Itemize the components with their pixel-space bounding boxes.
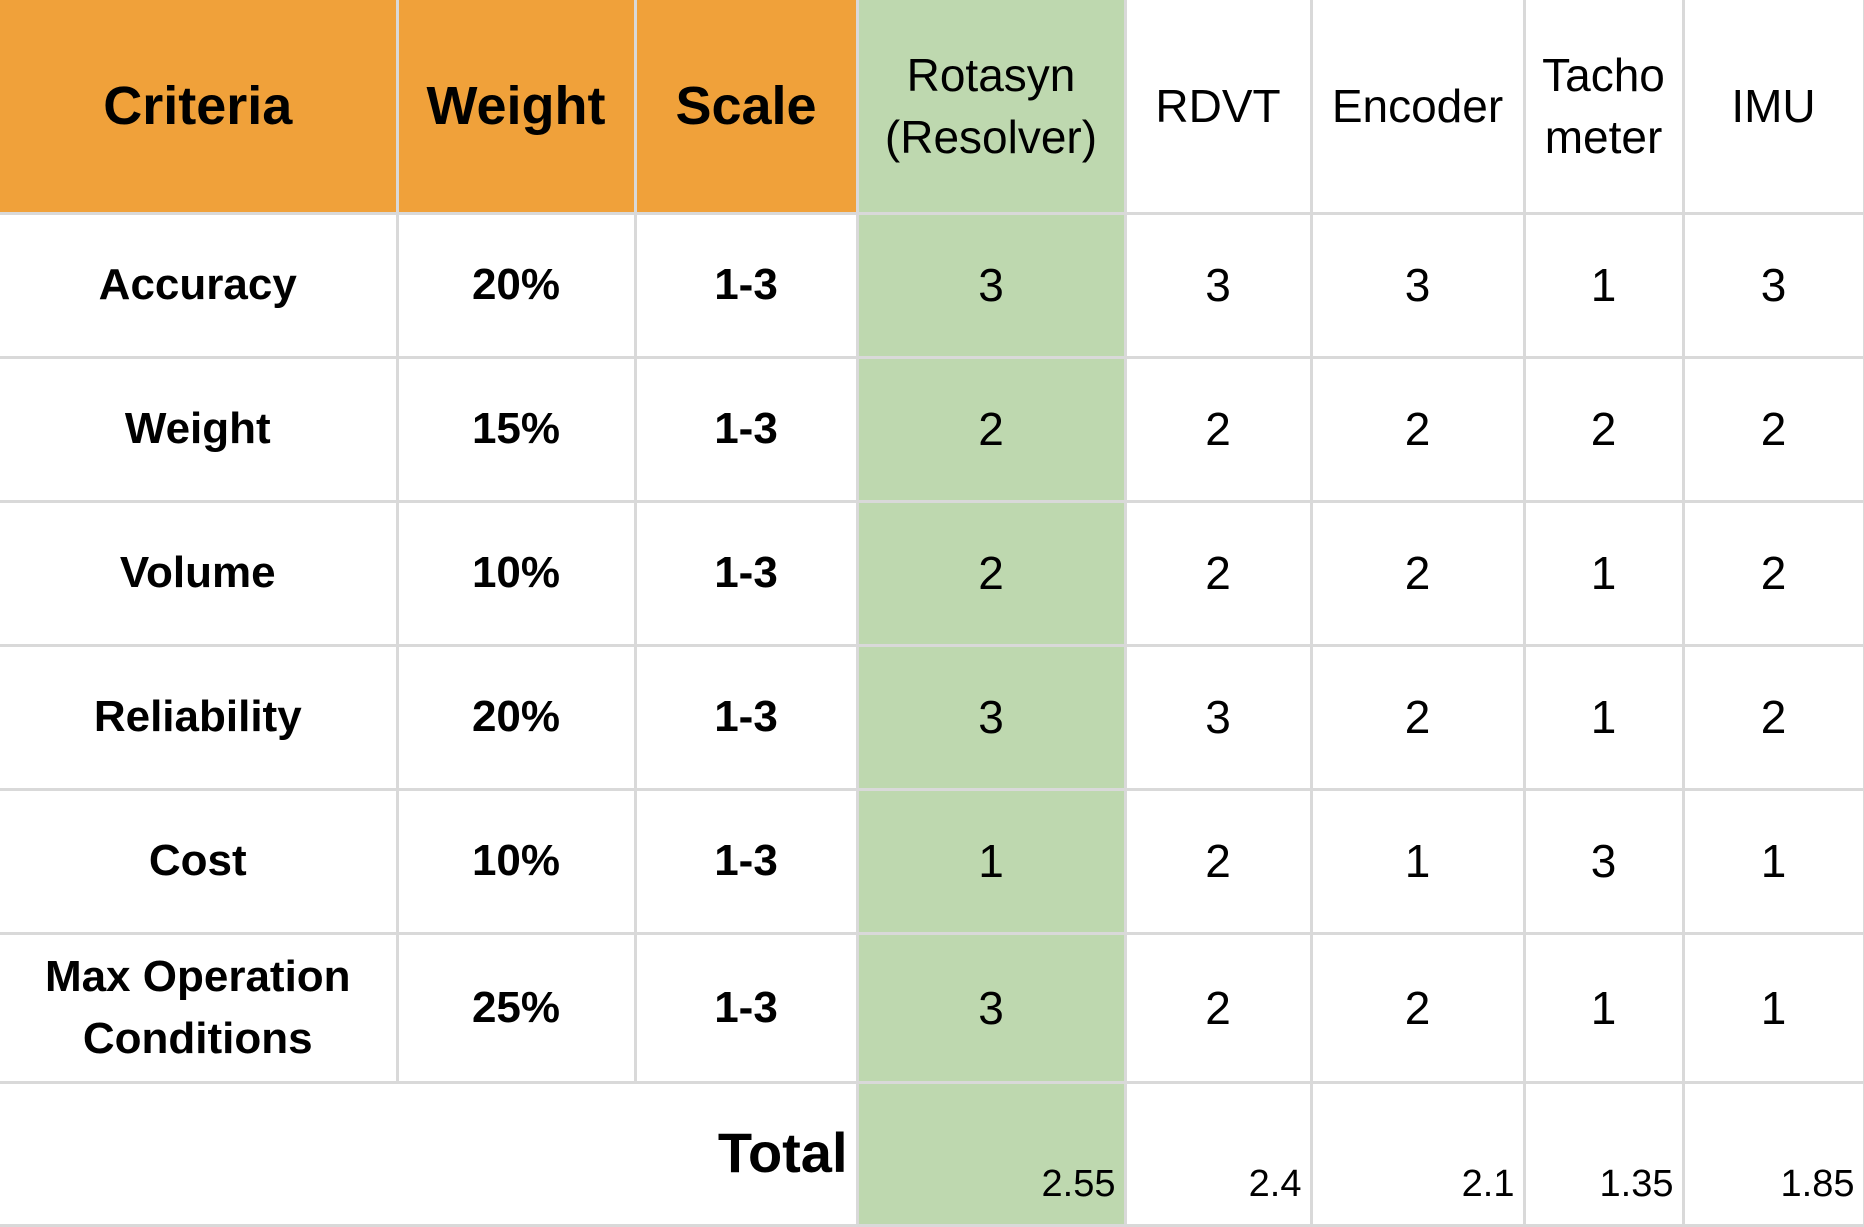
header-criteria[interactable]: Criteria: [0, 0, 399, 215]
weight-cell[interactable]: 25%: [395, 931, 637, 1084]
score-cell[interactable]: 1: [1309, 787, 1526, 935]
header-option-rdvt[interactable]: RDVT: [1123, 0, 1313, 215]
scale-cell[interactable]: 1-3: [633, 787, 859, 935]
total-row: Total 2.55 2.4 2.1 1.35 1.85: [0, 1080, 1864, 1227]
criteria-cell[interactable]: Accuracy: [0, 211, 399, 359]
header-option-line1: Encoder: [1331, 79, 1504, 132]
criteria-cell[interactable]: Reliability: [0, 643, 399, 791]
header-row: Criteria Weight Scale Rotasyn (Resolver)…: [0, 0, 1864, 215]
score-cell[interactable]: 2: [1681, 499, 1864, 647]
weight-cell[interactable]: 20%: [395, 211, 637, 359]
table-row: Weight 15% 1-3 2 2 2 2 2: [0, 355, 1864, 503]
table-row: Max Operation Conditions 25% 1-3 3 2 2 1 1: [0, 931, 1864, 1084]
score-cell[interactable]: 2: [1123, 499, 1313, 647]
table-row: Cost 10% 1-3 1 2 1 3 1: [0, 787, 1864, 935]
score-cell[interactable]: 3: [855, 211, 1127, 359]
criteria-label: Volume: [119, 548, 276, 597]
score-cell[interactable]: 3: [855, 931, 1127, 1084]
criteria-cell[interactable]: Weight: [0, 355, 399, 503]
score-cell[interactable]: 1: [855, 787, 1127, 935]
score-cell[interactable]: 3: [855, 643, 1127, 791]
header-option-line1: Rotasyn: [906, 48, 1076, 101]
score-cell[interactable]: 2: [1681, 643, 1864, 791]
total-label[interactable]: Total: [0, 1080, 859, 1227]
score-cell[interactable]: 1: [1522, 499, 1685, 647]
header-option-line1: RDVT: [1155, 79, 1281, 132]
header-option-line2: meter: [1544, 110, 1663, 163]
header-option-line1: Tacho: [1542, 48, 1665, 101]
scale-cell[interactable]: 1-3: [633, 355, 859, 503]
score-cell[interactable]: 3: [1309, 211, 1526, 359]
total-value-cell[interactable]: 2.55: [855, 1080, 1127, 1227]
score-cell[interactable]: 3: [1123, 211, 1313, 359]
table-row: Volume 10% 1-3 2 2 2 1 2: [0, 499, 1864, 647]
score-cell[interactable]: 2: [855, 499, 1127, 647]
header-option-rotasyn[interactable]: Rotasyn (Resolver): [855, 0, 1127, 215]
scale-cell[interactable]: 1-3: [633, 931, 859, 1084]
table-row: Reliability 20% 1-3 3 3 2 1 2: [0, 643, 1864, 791]
criteria-label: Weight: [124, 404, 271, 453]
scale-cell[interactable]: 1-3: [633, 499, 859, 647]
score-cell[interactable]: 3: [1123, 643, 1313, 791]
total-value-cell[interactable]: 2.1: [1309, 1080, 1526, 1227]
header-option-encoder[interactable]: Encoder: [1309, 0, 1526, 215]
header-option-imu[interactable]: IMU: [1681, 0, 1864, 215]
criteria-cell[interactable]: Volume: [0, 499, 399, 647]
header-option-line1: IMU: [1731, 79, 1816, 132]
header-scale[interactable]: Scale: [633, 0, 859, 215]
header-option-line2: (Resolver): [884, 110, 1098, 163]
score-cell[interactable]: 1: [1522, 211, 1685, 359]
weight-cell[interactable]: 20%: [395, 643, 637, 791]
score-cell[interactable]: 1: [1681, 931, 1864, 1084]
score-cell[interactable]: 3: [1681, 211, 1864, 359]
score-cell[interactable]: 2: [1123, 355, 1313, 503]
criteria-label: Cost: [148, 836, 247, 885]
total-value-cell[interactable]: 1.85: [1681, 1080, 1864, 1227]
score-cell[interactable]: 2: [1123, 787, 1313, 935]
header-weight[interactable]: Weight: [395, 0, 637, 215]
criteria-cell[interactable]: Max Operation Conditions: [0, 931, 399, 1084]
criteria-label: Accuracy: [98, 260, 297, 309]
table-row: Accuracy 20% 1-3 3 3 3 1 3: [0, 211, 1864, 359]
total-value-cell[interactable]: 2.4: [1123, 1080, 1313, 1227]
score-cell[interactable]: 2: [1309, 355, 1526, 503]
score-cell[interactable]: 1: [1522, 931, 1685, 1084]
score-cell[interactable]: 1: [1681, 787, 1864, 935]
score-cell[interactable]: 2: [1681, 355, 1864, 503]
weight-cell[interactable]: 15%: [395, 355, 637, 503]
header-option-tachometer[interactable]: Tacho meter: [1522, 0, 1685, 215]
score-cell[interactable]: 2: [1309, 499, 1526, 647]
score-cell[interactable]: 2: [1309, 643, 1526, 791]
criteria-cell[interactable]: Cost: [0, 787, 399, 935]
scale-cell[interactable]: 1-3: [633, 643, 859, 791]
total-value-cell[interactable]: 1.35: [1522, 1080, 1685, 1227]
score-cell[interactable]: 2: [1309, 931, 1526, 1084]
criteria-label: Reliability: [93, 692, 302, 741]
scale-cell[interactable]: 1-3: [633, 211, 859, 359]
score-cell[interactable]: 1: [1522, 643, 1685, 791]
weight-cell[interactable]: 10%: [395, 499, 637, 647]
weight-cell[interactable]: 10%: [395, 787, 637, 935]
score-cell[interactable]: 2: [855, 355, 1127, 503]
criteria-label-line2: Conditions: [82, 1013, 313, 1063]
score-cell[interactable]: 2: [1522, 355, 1685, 503]
score-cell[interactable]: 2: [1123, 931, 1313, 1084]
criteria-label: Max Operation: [44, 951, 351, 1001]
score-cell[interactable]: 3: [1522, 787, 1685, 935]
